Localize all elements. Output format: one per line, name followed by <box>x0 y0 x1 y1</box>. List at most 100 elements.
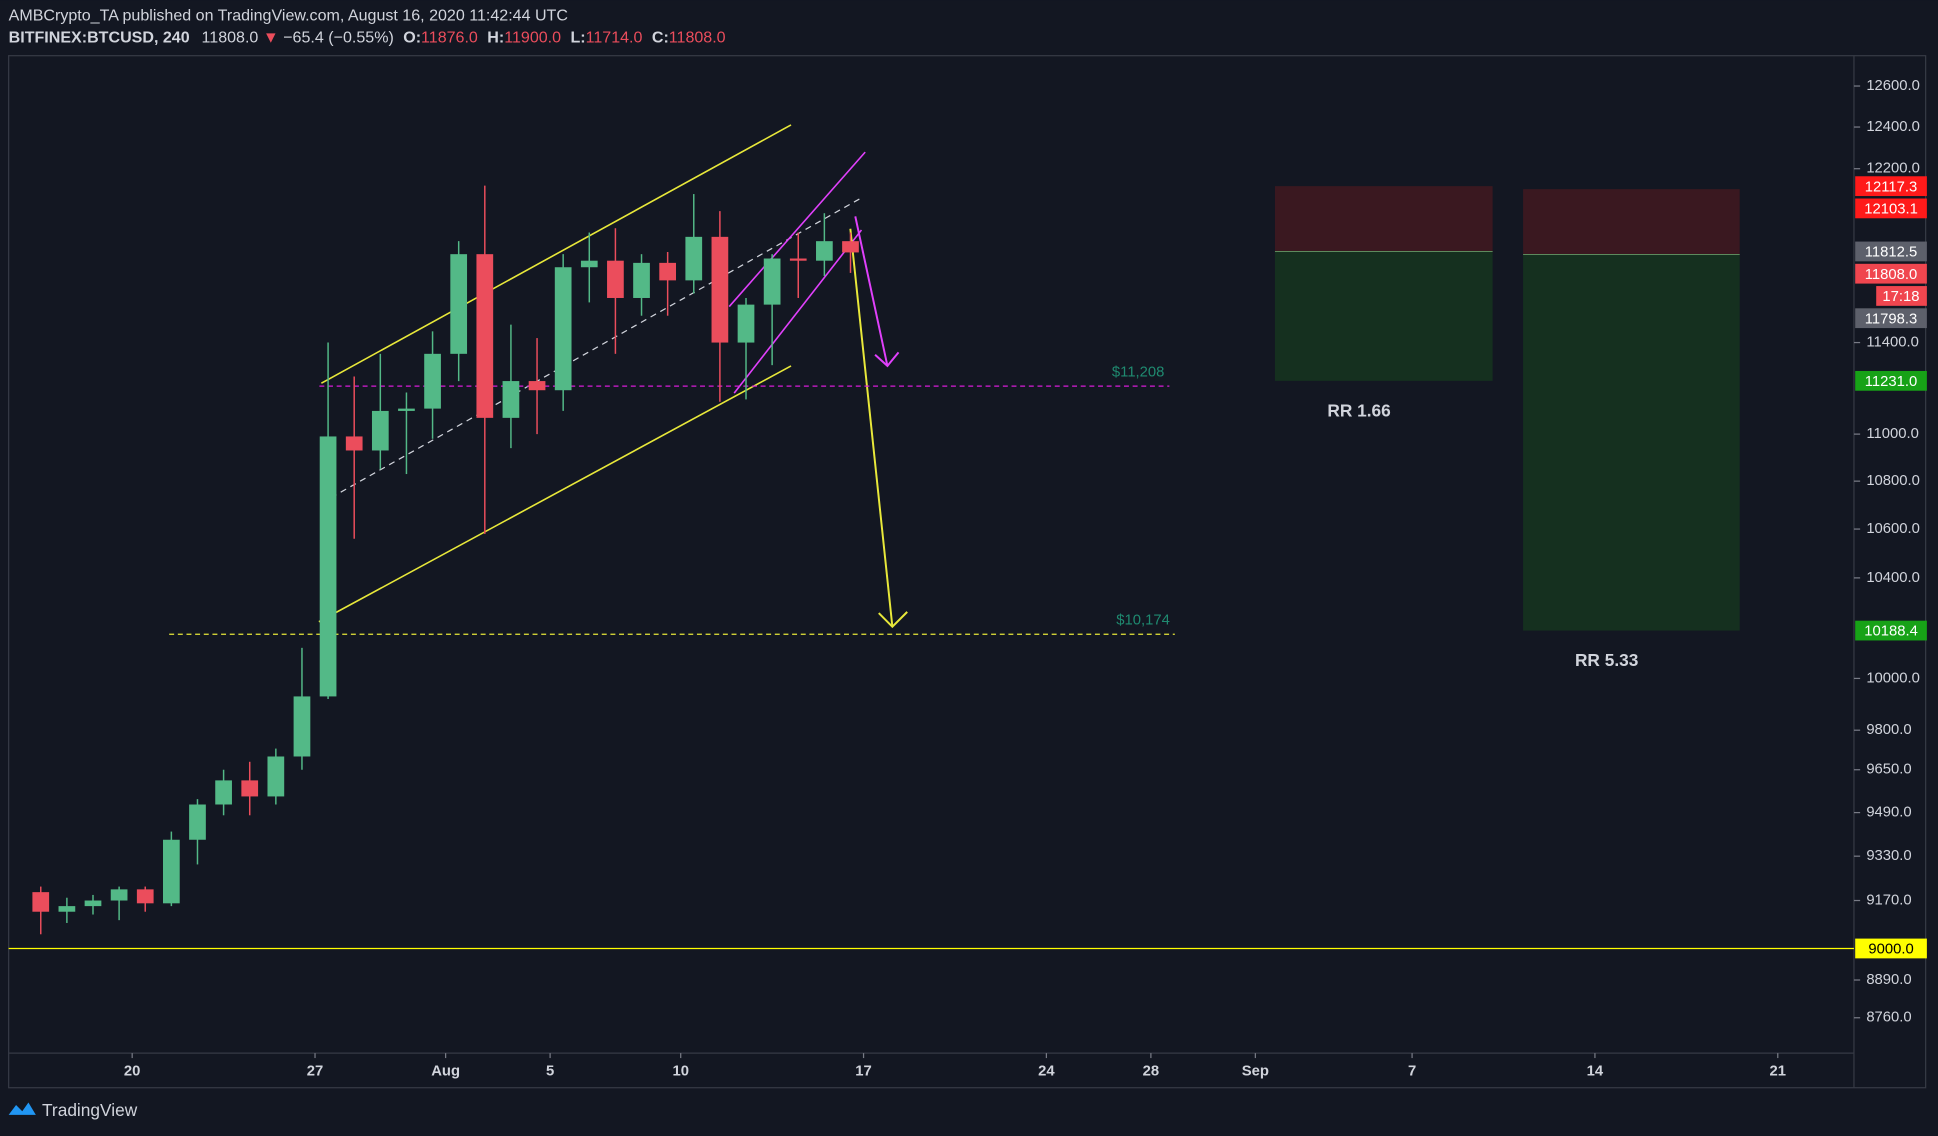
logo-text: TradingView <box>42 1100 138 1120</box>
candle-body <box>659 262 677 281</box>
x-tick-label: 20 <box>124 1064 141 1080</box>
candle-body <box>424 353 441 409</box>
candle-body <box>371 410 389 451</box>
candle-body <box>450 254 468 354</box>
candle-body <box>528 381 546 391</box>
price-label: 11798.3 <box>1865 311 1918 327</box>
price-label: 12117.3 <box>1865 179 1918 195</box>
y-tick-label: 11000.0 <box>1866 426 1919 442</box>
logo-icon <box>8 1102 36 1115</box>
candle-body <box>554 267 572 391</box>
yellow-arrowhead <box>878 611 908 629</box>
candle-body <box>32 892 50 912</box>
price-label-box <box>1855 241 1927 262</box>
candle-body <box>476 254 494 418</box>
y-tick-label: 10600.0 <box>1866 521 1920 537</box>
x-tick-label: 24 <box>1038 1064 1055 1080</box>
candle-body <box>136 889 154 904</box>
candle-body <box>737 304 755 343</box>
candle-body <box>189 804 206 840</box>
candle-body <box>84 900 102 907</box>
x-tick-label: 17 <box>855 1064 872 1080</box>
candle-body <box>816 241 833 261</box>
candle-body <box>711 236 729 343</box>
symbol-line: BITFINEX:BTCUSD, 240 11808.0 ▼ −65.4 (−0… <box>9 29 726 47</box>
y-tick-label: 11400.0 <box>1866 334 1919 350</box>
drawings <box>318 124 908 629</box>
high-value: 11900.0 <box>504 29 561 47</box>
change: −65.4 (−0.55%) <box>283 29 394 47</box>
price-label-box <box>1855 263 1927 284</box>
candle-body <box>398 408 415 411</box>
candle-body <box>502 381 520 418</box>
close-label: C: <box>652 29 669 47</box>
open-value: 11876.0 <box>421 29 478 47</box>
price-label: 9000.0 <box>1868 942 1913 958</box>
rr-label: RR 1.66 <box>1327 400 1390 420</box>
countdown: 17:18 <box>1882 289 1919 305</box>
high-label: H: <box>487 29 504 47</box>
low-label: L: <box>570 29 585 47</box>
candle-body <box>267 756 285 797</box>
stop-zone <box>1523 189 1740 255</box>
candle-body <box>345 436 363 451</box>
candle-body <box>163 839 180 904</box>
candle-body <box>241 780 259 797</box>
channel-mid <box>321 197 862 504</box>
yellow-arrow <box>849 228 894 627</box>
last-price: 11808.0 <box>202 29 259 47</box>
x-tick-label: 21 <box>1770 1064 1787 1080</box>
stop-zone <box>1274 186 1493 252</box>
y-tick-label: 9490.0 <box>1866 805 1911 821</box>
candle-body <box>110 889 128 901</box>
y-tick-label: 10800.0 <box>1866 473 1920 489</box>
y-tick-label: 9800.0 <box>1866 722 1911 738</box>
level-label: $11,208 <box>1112 364 1165 380</box>
price-label-box <box>1855 938 1927 959</box>
logo: TradingView <box>8 1100 138 1120</box>
price-label: 11231.0 <box>1865 374 1918 390</box>
target-zone <box>1523 254 1740 631</box>
low-value: 11714.0 <box>586 29 643 47</box>
candle-body <box>293 696 311 757</box>
candle-body <box>58 906 76 912</box>
magenta-arrow <box>854 216 889 367</box>
candle-body <box>633 262 650 298</box>
y-tick-label: 8760.0 <box>1866 1010 1911 1026</box>
y-tick-label: 9330.0 <box>1866 848 1911 864</box>
x-tick-label: 27 <box>307 1064 324 1080</box>
target-zone <box>1274 251 1493 381</box>
y-tick-label: 9170.0 <box>1866 892 1911 908</box>
level-label: $10,174 <box>1116 613 1170 629</box>
candle-body <box>215 780 232 805</box>
symbol: BITFINEX:BTCUSD, 240 <box>9 29 190 47</box>
x-tick-label: 5 <box>546 1064 554 1080</box>
flag-top <box>728 151 866 308</box>
frame <box>8 55 1927 1089</box>
y-tick-label: 12600.0 <box>1866 78 1920 94</box>
price-label: 10188.4 <box>1864 624 1918 640</box>
x-tick-label: 14 <box>1587 1064 1604 1080</box>
y-tick-label: 10400.0 <box>1866 570 1920 586</box>
price-label-box <box>1855 620 1927 641</box>
candle-body <box>319 436 337 697</box>
price-label: 11808.0 <box>1865 267 1918 283</box>
y-tick-label: 12200.0 <box>1866 161 1920 177</box>
price-label: 11812.5 <box>1865 245 1918 261</box>
channel-top <box>320 124 792 384</box>
x-tick-label: Aug <box>431 1064 460 1080</box>
price-label-box <box>1855 370 1927 391</box>
price-label-box <box>1855 176 1927 197</box>
close-value: 11808.0 <box>669 29 726 47</box>
change-arrow: ▼ <box>263 29 279 47</box>
y-tick-label: 10000.0 <box>1866 670 1920 686</box>
candle-body <box>607 260 624 298</box>
candle-body <box>685 236 703 281</box>
y-tick-label: 8890.0 <box>1866 972 1911 988</box>
candle-body <box>763 258 781 305</box>
y-tick-label: 9650.0 <box>1866 762 1911 778</box>
price-label: 12103.1 <box>1864 202 1918 218</box>
x-tick-label: 10 <box>672 1064 689 1080</box>
